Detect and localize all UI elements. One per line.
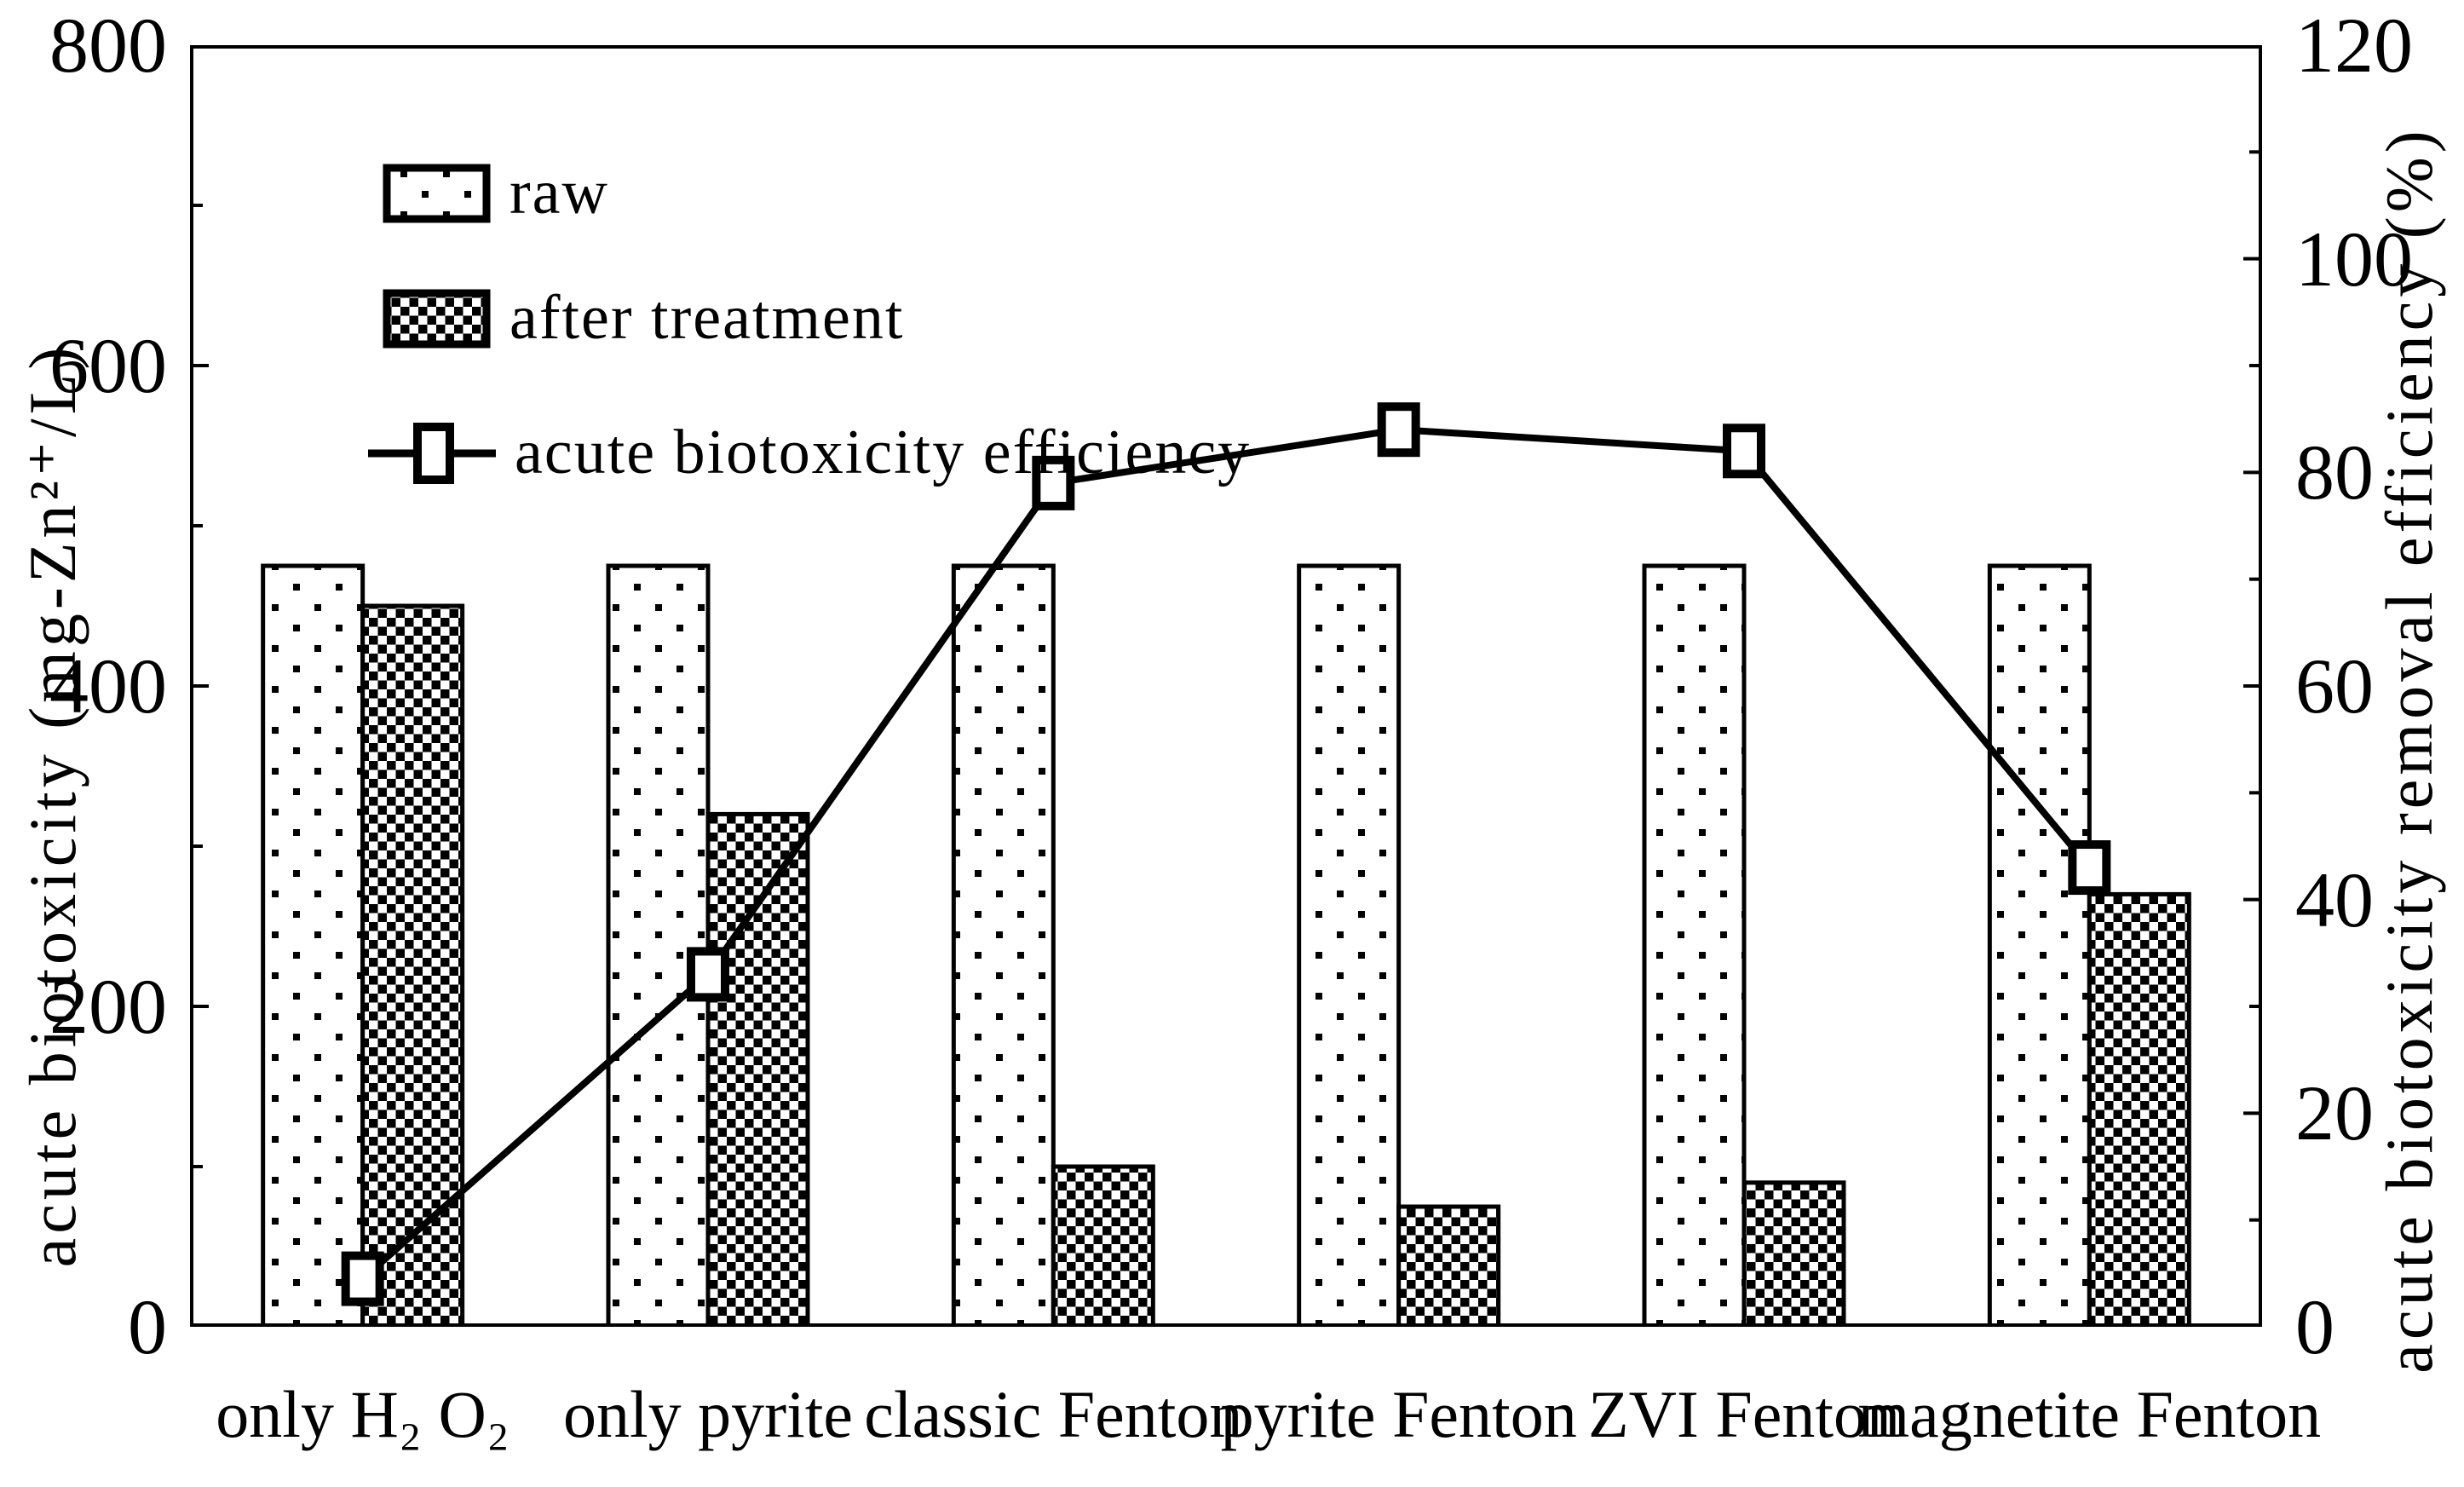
- category-label-4: ZVI Fenton: [1587, 1377, 1901, 1451]
- bar-after-1: [705, 811, 810, 1327]
- category-label-3: pyrite Fenton: [1220, 1377, 1577, 1451]
- bar-raw-0: [261, 563, 366, 1327]
- bar-after-2: [1051, 1164, 1155, 1327]
- efficiency-marker-3: [1377, 402, 1420, 458]
- legend-item-raw: raw: [383, 157, 609, 229]
- plot-area: [190, 45, 2262, 1327]
- efficiency-marker-2: [1032, 455, 1075, 510]
- after-treatment-swatch: [383, 289, 491, 348]
- left-axis-title: acute biotoxicity (mg-Zn²⁺/L): [15, 343, 89, 1268]
- bar-raw-1: [606, 563, 711, 1327]
- bar-raw-3: [1297, 563, 1402, 1327]
- efficiency-marker-4: [1723, 424, 1765, 479]
- left-tick-label-200: 200: [49, 963, 167, 1050]
- bar-raw-2: [951, 563, 1056, 1327]
- right-tick-label-0: 0: [2295, 1283, 2334, 1370]
- bar-raw-5: [1987, 563, 2092, 1327]
- axis-ticks: [192, 45, 2260, 1327]
- right-tick-label-40: 40: [2295, 856, 2374, 943]
- left-tick-label-600: 600: [49, 322, 167, 409]
- efficiency-marker-1: [687, 947, 729, 1002]
- right-tick-label-100: 100: [2295, 215, 2413, 303]
- right-axis-title: acute biotoxicity removal efficiency (%): [2372, 126, 2446, 1374]
- efficiency-line: [360, 426, 2093, 1282]
- bars-layer: [261, 563, 2191, 1327]
- bar-raw-4: [1642, 563, 1747, 1327]
- legend-label-efficiency: acute biotoxicity efficiency: [515, 418, 1252, 487]
- category-label-0: only H₂ O₂: [216, 1377, 510, 1451]
- left-tick-label-0: 0: [128, 1283, 167, 1370]
- legend-label-after-treatment: after treatment: [509, 283, 905, 353]
- legend-item-after-treatment: after treatment: [383, 282, 904, 354]
- bar-after-5: [2087, 891, 2191, 1327]
- category-label-5: magnetite Fenton: [1857, 1377, 2322, 1451]
- efficiency-marker-5: [2068, 840, 2111, 896]
- legend-label-raw: raw: [509, 158, 609, 228]
- bar-after-0: [360, 603, 465, 1327]
- legend-item-efficiency: acute biotoxicity efficiency: [368, 417, 1251, 489]
- raw-swatch: [383, 164, 491, 222]
- efficiency-line-swatch: [368, 422, 496, 484]
- bar-after-4: [1741, 1180, 1846, 1327]
- efficiency-marker-0: [341, 1251, 384, 1306]
- left-tick-label-800: 800: [49, 2, 167, 89]
- left-tick-label-400: 400: [49, 643, 167, 729]
- category-label-1: only pyrite: [562, 1377, 854, 1451]
- plot-frame: [190, 45, 2262, 1327]
- bar-after-3: [1396, 1204, 1501, 1327]
- right-tick-label-80: 80: [2295, 429, 2374, 516]
- right-tick-label-20: 20: [2295, 1069, 2374, 1157]
- right-tick-label-60: 60: [2295, 643, 2374, 729]
- right-tick-label-120: 120: [2295, 2, 2413, 89]
- efficiency-line-layer: [341, 402, 2111, 1306]
- category-label-2: classic Fenton: [864, 1377, 1243, 1451]
